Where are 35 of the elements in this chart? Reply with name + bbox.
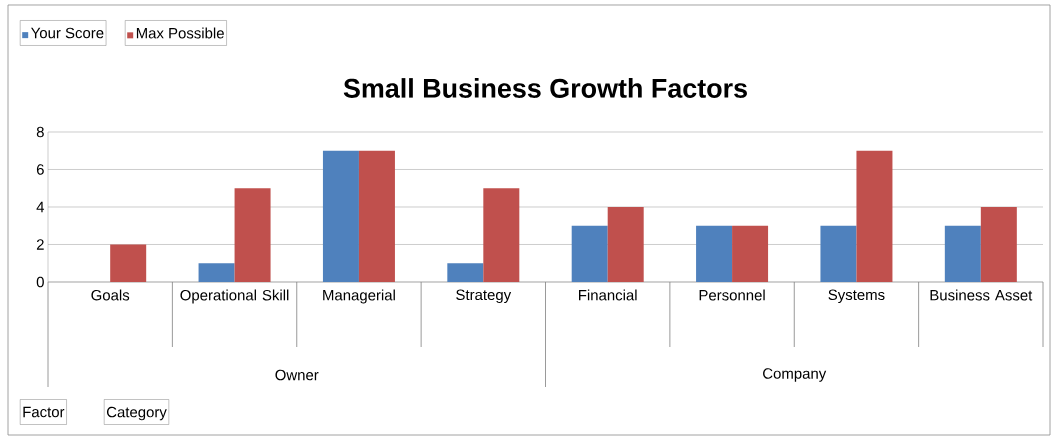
bar [358, 150, 395, 282]
bar [607, 207, 644, 282]
bar [483, 188, 520, 282]
bar [322, 150, 359, 282]
y-tick-label: 4 [36, 201, 45, 213]
bar [234, 188, 271, 282]
legend-label: Your Score [31, 27, 104, 39]
text: Factor [23, 406, 65, 418]
bar [820, 225, 857, 282]
x-tick-label: Strategy [456, 289, 512, 304]
bar [980, 207, 1017, 282]
x-tick-label: Financial [579, 289, 637, 301]
bar [110, 244, 147, 282]
x-tick-label: Personnel [699, 289, 765, 301]
chart-title: Small Business Growth Factors [343, 78, 747, 98]
bar [696, 225, 733, 282]
bar [856, 150, 893, 282]
legend-label: Max Possible [136, 27, 224, 39]
bar [198, 263, 235, 282]
bar [447, 263, 484, 282]
x-tick-label: Operational Skill [180, 289, 289, 304]
x-tick-label: Business Asset [930, 289, 1033, 301]
text: Company [763, 368, 827, 382]
bar [571, 225, 608, 282]
x-tick-label: Systems [828, 289, 885, 304]
x-tick-label: Goals [91, 289, 130, 301]
y-tick-label: 6 [36, 164, 44, 175]
bar [732, 225, 769, 282]
text: Category [106, 406, 167, 421]
y-tick-label: 2 [36, 239, 44, 250]
text: Owner [275, 369, 319, 381]
x-tick-label: Managerial [323, 289, 395, 304]
y-tick-label: 0 [36, 276, 44, 288]
y-tick-label: 8 [36, 126, 44, 138]
bar [944, 225, 981, 282]
